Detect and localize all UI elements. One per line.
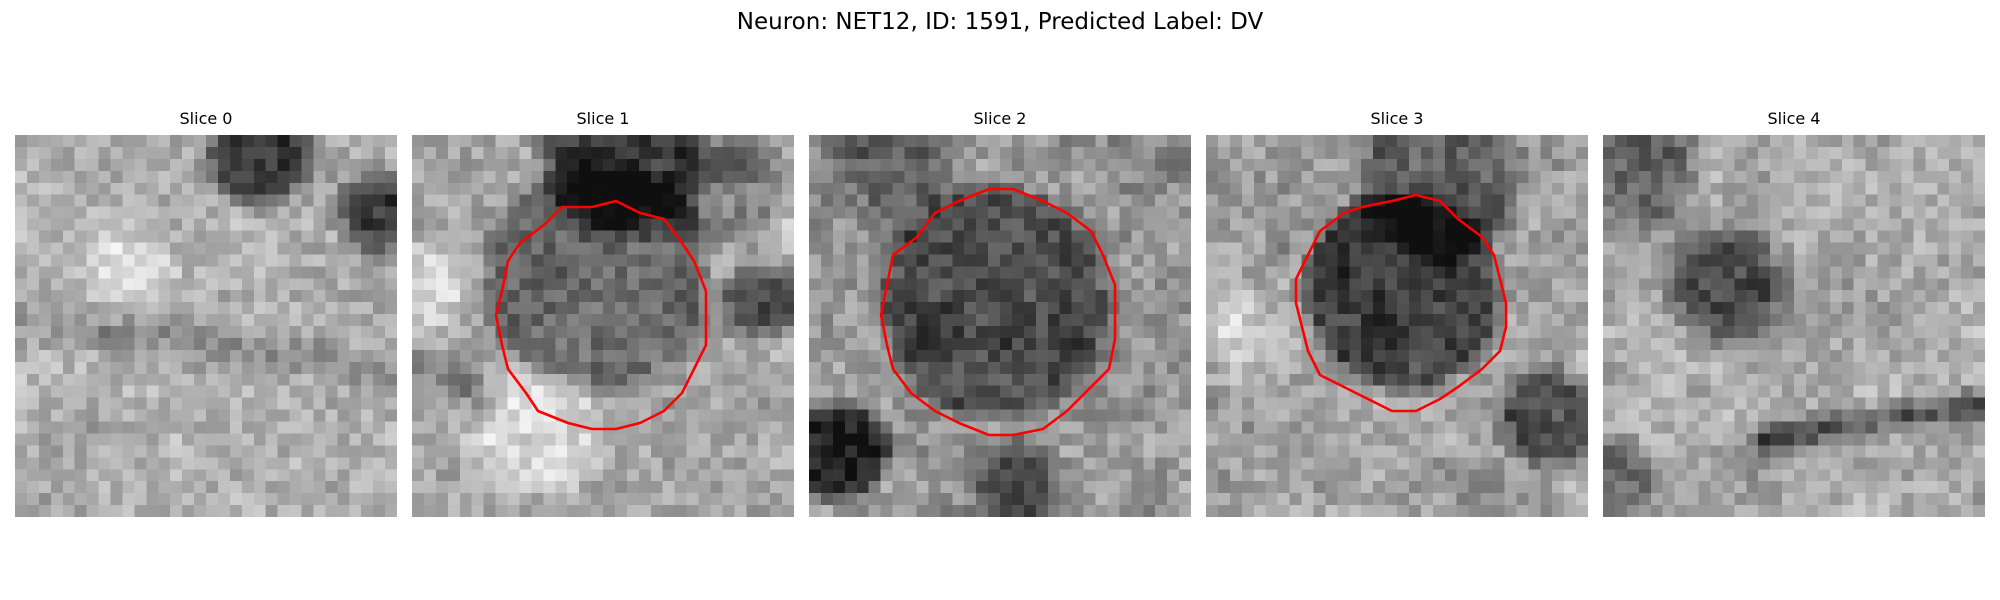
slice-title: Slice 0: [179, 109, 233, 128]
slice-image-2: [809, 135, 1191, 517]
slice-title: Slice 1: [576, 109, 630, 128]
slice-image-0: [15, 135, 397, 517]
slice-panel-3: Slice 3: [1206, 108, 1588, 517]
slice-panel-2: Slice 2: [809, 108, 1191, 517]
slice-title: Slice 3: [1370, 109, 1424, 128]
slice-panel-1: Slice 1: [412, 108, 794, 517]
segmentation-contour: [494, 199, 708, 431]
slice-image-4: [1603, 135, 1985, 517]
segmentation-contour: [879, 187, 1117, 437]
figure-title: Neuron: NET12, ID: 1591, Predicted Label…: [736, 9, 1264, 35]
slice-image-3: [1206, 135, 1588, 517]
slice-panel-4: Slice 4: [1603, 108, 1985, 517]
slice-title: Slice 2: [973, 109, 1027, 128]
slice-panel-0: Slice 0: [15, 108, 397, 517]
slice-title: Slice 4: [1767, 109, 1821, 128]
slice-image-1: [412, 135, 794, 517]
segmentation-contour: [1294, 193, 1508, 413]
